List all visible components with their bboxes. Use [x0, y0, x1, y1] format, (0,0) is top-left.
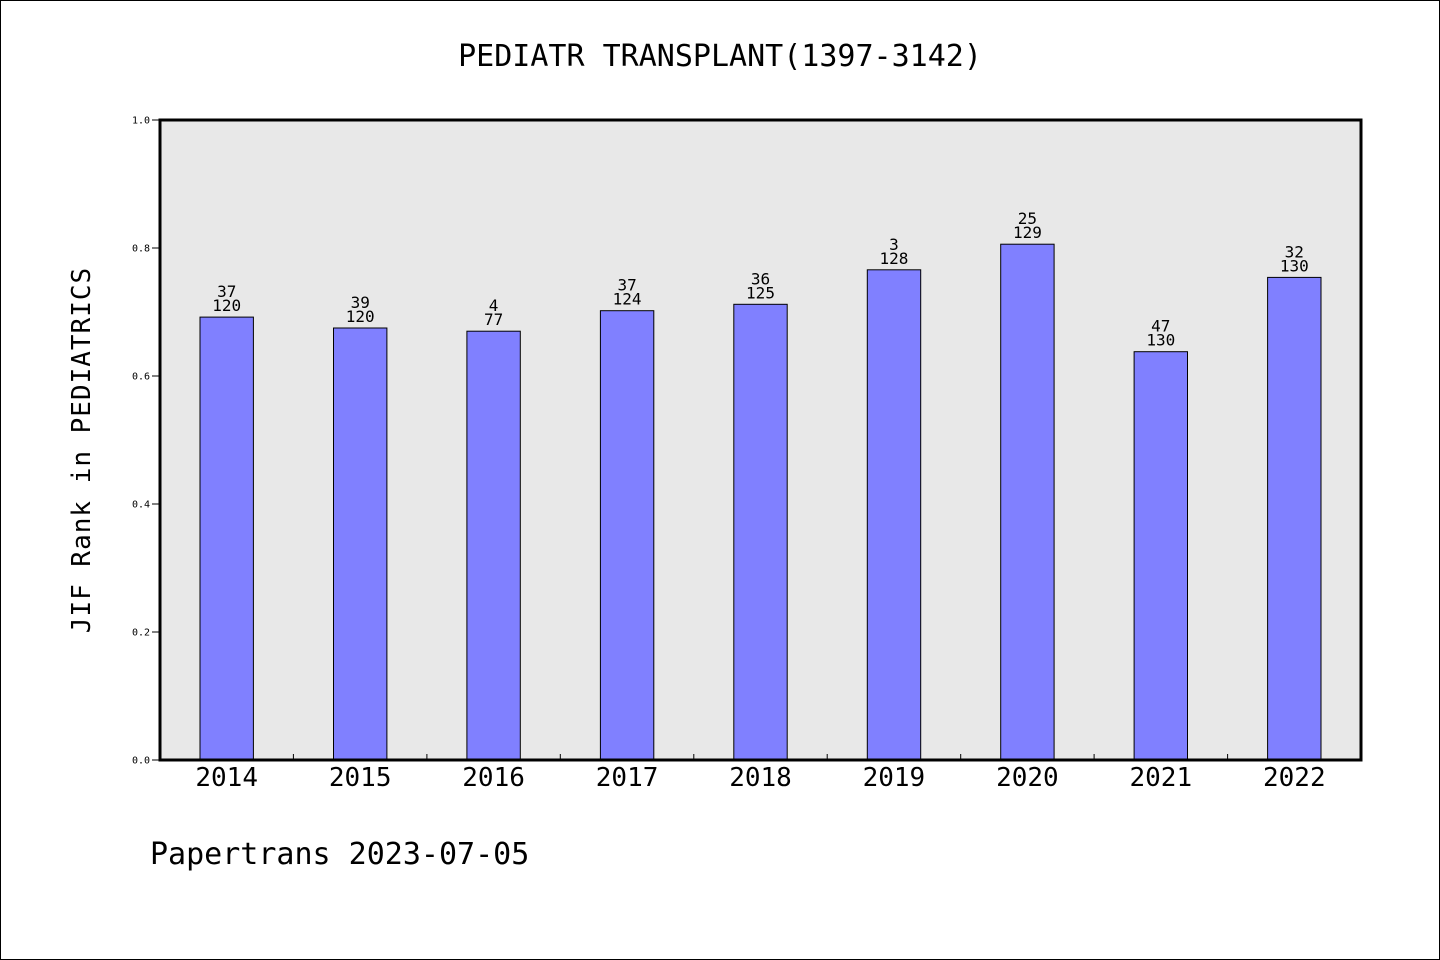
y-axis-label: JIF Rank in PEDIATRICS [67, 267, 97, 633]
bar-label-rank-2016: 4 [489, 296, 499, 315]
bar-label-total-2022: 130 [1280, 256, 1309, 275]
bar-label-rank-2015: 39 [351, 293, 370, 312]
y-axis-ticks: 0.0 0.2 0.4 0.6 0.8 1.0 [132, 116, 160, 767]
bar-label-total-2016: 77 [484, 310, 503, 329]
x-tick-label-2021: 2021 [1129, 763, 1192, 793]
bar-label-rank-2019: 3 [889, 235, 899, 254]
bar-label-rank-2020: 25 [1018, 209, 1037, 228]
x-tick-label-2015: 2015 [329, 763, 392, 793]
y-tick-label-0.0: 0.0 [132, 756, 150, 767]
bar-2022 [1267, 276, 1322, 761]
bar-2017 [599, 310, 655, 761]
y-tick-label-0.6: 0.6 [132, 372, 150, 383]
bar-label-rank-2021: 47 [1151, 317, 1170, 336]
bar-2016 [466, 330, 521, 761]
bar-label-total-2018: 125 [746, 283, 775, 302]
x-axis-ticks: 2014 2015 2016 2017 2018 2019 2020 2021 2022 [195, 754, 1326, 793]
bars-group [199, 243, 1322, 761]
bar-label-rank-2017: 37 [617, 276, 636, 295]
bar-label-rank-2022: 32 [1285, 242, 1304, 261]
y-tick-label-0.2: 0.2 [132, 628, 150, 639]
bar-label-rank-2014: 37 [217, 282, 236, 301]
bar-label-total-2019: 128 [879, 249, 908, 268]
bar-2018 [733, 303, 788, 761]
x-tick-label-2014: 2014 [195, 763, 258, 793]
bar-2014 [199, 316, 254, 761]
chart-title: PEDIATR TRANSPLANT(1397-3142) [458, 39, 982, 74]
bar-label-total-2015: 120 [346, 307, 375, 326]
footer-text: Papertrans 2023-07-05 [150, 837, 529, 872]
bar-2019 [866, 269, 922, 761]
bar-label-rank-2018: 36 [751, 269, 770, 288]
x-tick-label-2017: 2017 [596, 763, 659, 793]
x-tick-label-2018: 2018 [729, 763, 792, 793]
x-tick-label-2016: 2016 [462, 763, 525, 793]
bar-label-total-2021: 130 [1146, 331, 1175, 350]
x-tick-label-2020: 2020 [996, 763, 1059, 793]
bar-label-total-2020: 129 [1013, 223, 1042, 242]
bar-label-total-2017: 124 [613, 290, 642, 309]
bar-2015 [333, 327, 388, 761]
bar-label-total-2014: 120 [212, 296, 241, 315]
y-tick-label-0.4: 0.4 [132, 500, 150, 511]
plot-border [158, 118, 1363, 762]
x-tick-label-2022: 2022 [1263, 763, 1326, 793]
bar-2020 [1000, 243, 1055, 761]
x-tick-label-2019: 2019 [863, 763, 926, 793]
y-tick-label-0.8: 0.8 [132, 244, 150, 255]
bar-2021 [1133, 351, 1188, 761]
y-tick-label-1.0: 1.0 [132, 116, 150, 127]
